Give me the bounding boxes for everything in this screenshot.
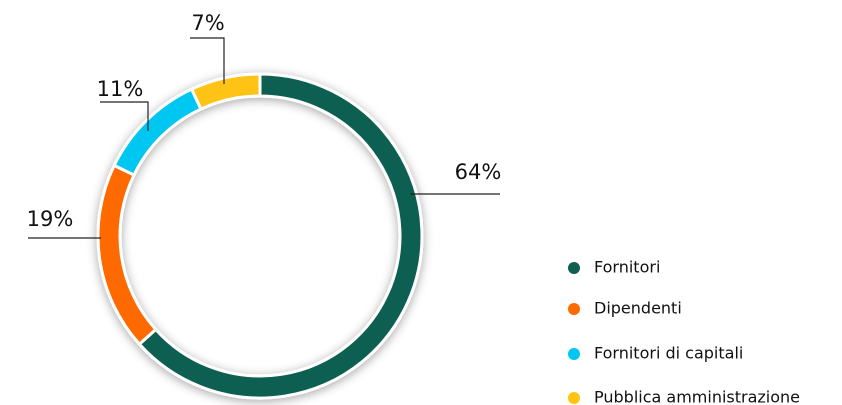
legend-swatch xyxy=(568,262,580,274)
donut-slice xyxy=(96,163,158,347)
legend-label: Dipendenti xyxy=(594,299,682,318)
data-label: 11% xyxy=(97,77,144,101)
leader-line xyxy=(100,101,149,131)
data-label: 19% xyxy=(27,207,74,231)
donut-slice xyxy=(189,72,262,112)
leader-line xyxy=(190,37,225,84)
legend-label: Fornitori xyxy=(594,258,660,277)
legend-swatch xyxy=(568,348,580,360)
legend-label: Fornitori di capitali xyxy=(594,344,743,363)
legend-label: Pubblica amministrazione xyxy=(594,388,800,405)
data-label: 7% xyxy=(191,11,224,35)
legend-swatch xyxy=(568,303,580,315)
data-label: 64% xyxy=(455,160,502,184)
donut-slice xyxy=(137,72,424,400)
donut xyxy=(96,72,424,400)
legend-swatch xyxy=(568,392,580,404)
